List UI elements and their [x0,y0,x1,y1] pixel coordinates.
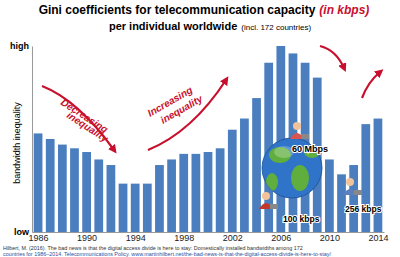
bar [46,139,55,232]
bar [252,98,261,232]
source-line: countries for 1986–2014. Telecommunicati… [3,251,331,257]
bar [325,159,334,232]
bar [94,159,103,232]
y-axis-line [32,47,33,233]
continent [291,165,309,191]
bandwidth-label: 60 Mbps [292,144,328,154]
x-tick-label: 1994 [126,233,146,243]
bar [34,133,43,232]
x-axis: 1986 1990 1994 1998 2002 2006 2010 2014 [29,232,389,243]
x-tick-label: 2014 [368,233,388,243]
y-tick: low [14,227,32,237]
x-tick: 2006 [271,232,291,243]
bandwidth-label: 256 kbps [345,204,382,214]
y-axis: low high [10,41,33,237]
user-laptop [301,134,309,139]
user-head [262,192,270,200]
bar [143,184,152,232]
x-tick: 2010 [320,232,340,243]
x-tick: 1990 [77,232,97,243]
bar [58,145,67,232]
subtitle-note: (incl. 172 countries) [241,23,311,32]
y-tick-label: high [10,41,29,51]
bar [155,165,164,232]
x-tick: 1986 [29,232,49,243]
trend-label: inequality [159,93,205,126]
bar [70,148,79,232]
trend-arrow [362,72,380,98]
user-icon [343,178,362,195]
trend-label: inequality [65,109,111,144]
bar [191,154,200,232]
bar [204,152,213,232]
y-tick: high [10,41,32,51]
bar [119,184,128,232]
plot-area [34,46,383,232]
bar [179,154,188,232]
x-tick: 2002 [223,232,243,243]
user-laptop [270,204,278,209]
chart-container: Gini coefficients for telecommunication … [0,0,400,257]
bar [131,184,140,232]
bandwidth-label: 100 kbps [283,214,320,224]
bar [240,119,249,232]
bar [107,165,116,232]
title-text: Gini coefficients for telecommunication … [39,3,316,17]
continent [266,173,278,191]
y-tick-label: low [14,227,30,237]
user-laptop [354,190,362,195]
title-note: (in kbps) [319,3,369,17]
x-tick: 1994 [126,232,146,243]
x-tick: 1998 [174,232,194,243]
title: Gini coefficients for telecommunication … [39,3,370,17]
trend-arrow [42,86,114,150]
chart-svg: Gini coefficients for telecommunication … [0,0,400,257]
x-tick-label: 2010 [320,233,340,243]
bar [228,130,237,232]
globe-shine [274,146,294,158]
x-tick: 2014 [368,232,388,243]
users [259,122,362,209]
x-tick-label: 2002 [223,233,243,243]
bar [167,159,176,232]
bar [361,124,370,232]
user-icon [290,122,309,139]
bar [349,165,358,232]
user-icon [259,192,278,209]
bar [82,152,91,232]
bar [374,119,383,232]
x-tick-label: 1990 [77,233,97,243]
subtitle-text: per individual worldwide [109,20,237,32]
trend-arrow [320,46,344,68]
user-head [346,178,354,186]
trend-arrows [42,46,380,150]
y-axis-title: bandwidth inequality [12,102,22,184]
x-tick-label: 1998 [174,233,194,243]
bar [216,148,225,232]
user-head [293,122,301,130]
x-tick-label: 1986 [29,233,49,243]
x-tick-label: 2006 [271,233,291,243]
subtitle: per individual worldwide (incl. 172 count… [109,20,312,32]
